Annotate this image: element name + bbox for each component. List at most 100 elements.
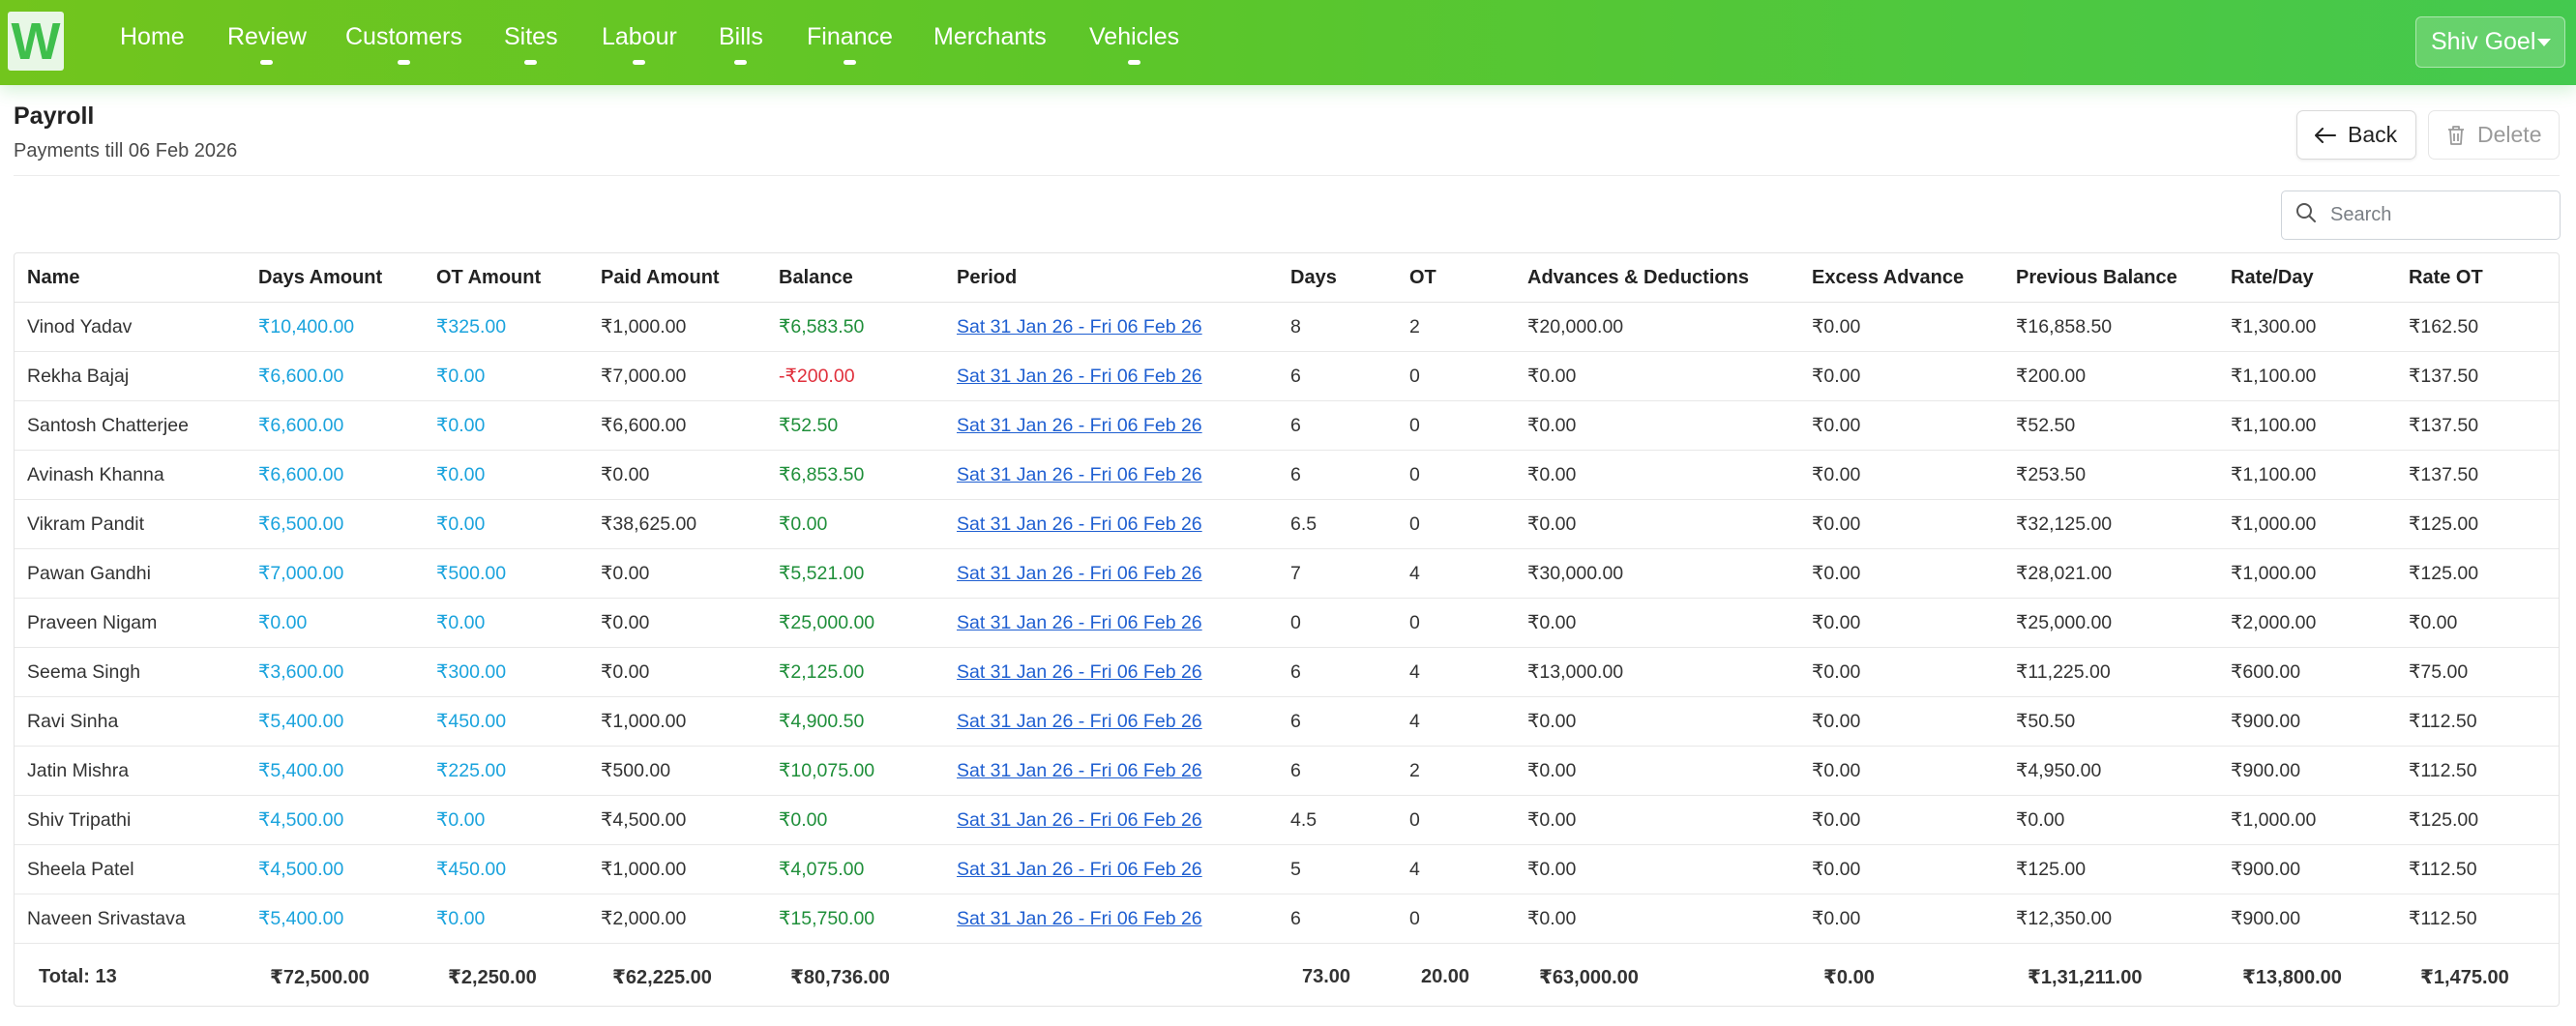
period-link[interactable]: Sat 31 Jan 26 - Fri 06 Feb 26 xyxy=(957,463,1202,485)
table-row[interactable]: Vikram Pandit ₹6,500.00 ₹0.00 ₹38,625.00 ₹0.… xyxy=(15,499,2559,549)
cell-ot-amount: ₹0.00 xyxy=(424,598,588,648)
cell-days-amount: ₹4,500.00 xyxy=(246,795,424,845)
period-link[interactable]: Sat 31 Jan 26 - Fri 06 Feb 26 xyxy=(957,710,1202,732)
column-header[interactable]: Days xyxy=(1278,253,1397,303)
cell-excess-advance: ₹0.00 xyxy=(1799,894,2003,944)
cell-previous-balance: ₹253.50 xyxy=(2003,450,2218,500)
table-row[interactable]: Pawan Gandhi ₹7,000.00 ₹500.00 ₹0.00 ₹5,521.… xyxy=(15,548,2559,599)
table-row[interactable]: Praveen Nigam ₹0.00 ₹0.00 ₹0.00 ₹25,000.00 Sa… xyxy=(15,598,2559,648)
table-row[interactable]: Avinash Khanna ₹6,600.00 ₹0.00 ₹0.00 ₹6,853.… xyxy=(15,450,2559,500)
cell-balance: ₹52.50 xyxy=(766,400,944,451)
page-subtitle: Payments till 06 Feb 2026 xyxy=(14,140,238,161)
back-button-label: Back xyxy=(2348,122,2398,147)
column-header[interactable]: Rate/Day xyxy=(2218,253,2396,303)
period-link[interactable]: Sat 31 Jan 26 - Fri 06 Feb 26 xyxy=(957,907,1202,929)
nav-item-merchants[interactable]: Merchants xyxy=(933,0,1047,85)
period-link[interactable]: Sat 31 Jan 26 - Fri 06 Feb 26 xyxy=(957,808,1202,831)
table-row[interactable]: Seema Singh ₹3,600.00 ₹300.00 ₹0.00 ₹2,125.0… xyxy=(15,647,2559,697)
cell-ot: 0 xyxy=(1397,795,1515,845)
cell-days-amount: ₹5,400.00 xyxy=(246,696,424,747)
column-header[interactable]: Previous Balance xyxy=(2003,253,2218,303)
cell-advances-deductions: ₹0.00 xyxy=(1515,351,1799,401)
cell-name: Vinod Yadav xyxy=(15,302,246,352)
total-excess-advance: ₹0.00 xyxy=(1823,966,1875,988)
nav-item-bills[interactable]: Bills xyxy=(719,0,763,85)
period-link[interactable]: Sat 31 Jan 26 - Fri 06 Feb 26 xyxy=(957,858,1202,880)
cell-advances-deductions: ₹0.00 xyxy=(1515,844,1799,894)
cell-paid-amount: ₹1,000.00 xyxy=(588,696,766,747)
total-days-amount: ₹72,500.00 xyxy=(270,966,370,988)
nav-item-sites[interactable]: Sites xyxy=(504,0,558,85)
table-row[interactable]: Jatin Mishra ₹5,400.00 ₹225.00 ₹500.00 ₹10,0… xyxy=(15,746,2559,796)
column-header[interactable]: Rate OT xyxy=(2396,253,2559,303)
nav-item-finance[interactable]: Finance xyxy=(807,0,893,85)
caret-down-icon xyxy=(2537,39,2551,46)
column-header[interactable]: Paid Amount xyxy=(588,253,766,303)
cell-previous-balance: ₹12,350.00 xyxy=(2003,894,2218,944)
column-header[interactable]: Balance xyxy=(766,253,944,303)
cell-balance: ₹4,900.50 xyxy=(766,696,944,747)
cell-name: Avinash Khanna xyxy=(15,450,246,500)
table-row[interactable]: Ravi Sinha ₹5,400.00 ₹450.00 ₹1,000.00 ₹4,90… xyxy=(15,696,2559,747)
column-header[interactable]: Excess Advance xyxy=(1799,253,2003,303)
cell-excess-advance: ₹0.00 xyxy=(1799,696,2003,747)
column-header[interactable]: Days Amount xyxy=(246,253,424,303)
cell-paid-amount: ₹38,625.00 xyxy=(588,499,766,549)
cell-advances-deductions: ₹30,000.00 xyxy=(1515,548,1799,599)
cell-paid-amount: ₹0.00 xyxy=(588,598,766,648)
cell-excess-advance: ₹0.00 xyxy=(1799,795,2003,845)
column-header[interactable]: Advances & Deductions xyxy=(1515,253,1799,303)
search-icon xyxy=(2295,202,2317,228)
cell-advances-deductions: ₹20,000.00 xyxy=(1515,302,1799,352)
cell-days-amount: ₹0.00 xyxy=(246,598,424,648)
cell-days: 6 xyxy=(1278,696,1397,747)
cell-balance: ₹10,075.00 xyxy=(766,746,944,796)
period-link[interactable]: Sat 31 Jan 26 - Fri 06 Feb 26 xyxy=(957,414,1202,436)
cell-rate-ot: ₹112.50 xyxy=(2396,894,2559,944)
column-header[interactable]: Period xyxy=(944,253,1278,303)
cell-days: 5 xyxy=(1278,844,1397,894)
cell-days-amount: ₹6,600.00 xyxy=(246,450,424,500)
delete-button[interactable]: Delete xyxy=(2428,110,2560,160)
column-header[interactable]: Name xyxy=(15,253,246,303)
cell-previous-balance: ₹16,858.50 xyxy=(2003,302,2218,352)
table-row[interactable]: Naveen Srivastava ₹5,400.00 ₹0.00 ₹2,000.00… xyxy=(15,894,2559,944)
cell-period: Sat 31 Jan 26 - Fri 06 Feb 26 xyxy=(944,400,1278,451)
period-link[interactable]: Sat 31 Jan 26 - Fri 06 Feb 26 xyxy=(957,365,1202,387)
table-row[interactable]: Santosh Chatterjee ₹6,600.00 ₹0.00 ₹6,600.0… xyxy=(15,400,2559,451)
arrow-left-icon xyxy=(2315,127,2336,143)
period-link[interactable]: Sat 31 Jan 26 - Fri 06 Feb 26 xyxy=(957,611,1202,633)
nav-item-label: Merchants xyxy=(933,23,1047,50)
nav-item-labour[interactable]: Labour xyxy=(602,0,677,85)
nav-item-customers[interactable]: Customers xyxy=(345,0,462,85)
cell-days-amount: ₹6,600.00 xyxy=(246,400,424,451)
cell-rate-ot: ₹125.00 xyxy=(2396,548,2559,599)
column-header[interactable]: OT xyxy=(1397,253,1515,303)
back-button[interactable]: Back xyxy=(2296,110,2416,160)
period-link[interactable]: Sat 31 Jan 26 - Fri 06 Feb 26 xyxy=(957,660,1202,683)
cell-rate-day: ₹900.00 xyxy=(2218,844,2396,894)
nav-item-review[interactable]: Review xyxy=(227,0,307,85)
cell-ot: 4 xyxy=(1397,844,1515,894)
period-link[interactable]: Sat 31 Jan 26 - Fri 06 Feb 26 xyxy=(957,315,1202,337)
nav-item-vehicles[interactable]: Vehicles xyxy=(1089,0,1179,85)
search-input[interactable] xyxy=(2328,203,2545,227)
cell-name: Rekha Bajaj xyxy=(15,351,246,401)
user-menu-button[interactable]: Shiv Goel xyxy=(2415,16,2565,68)
table-row[interactable]: Vinod Yadav ₹10,400.00 ₹325.00 ₹1,000.00 ₹6,… xyxy=(15,302,2559,352)
cell-name: Praveen Nigam xyxy=(15,598,246,648)
cell-ot-amount: ₹225.00 xyxy=(424,746,588,796)
table-row[interactable]: Rekha Bajaj ₹6,600.00 ₹0.00 ₹7,000.00 -₹200.… xyxy=(15,351,2559,401)
nav-item-home[interactable]: Home xyxy=(120,0,185,85)
dropdown-indicator-icon xyxy=(397,60,410,65)
period-link[interactable]: Sat 31 Jan 26 - Fri 06 Feb 26 xyxy=(957,513,1202,535)
column-header[interactable]: OT Amount xyxy=(424,253,588,303)
cell-rate-day: ₹1,100.00 xyxy=(2218,351,2396,401)
app-logo[interactable]: W xyxy=(8,12,64,71)
period-link[interactable]: Sat 31 Jan 26 - Fri 06 Feb 26 xyxy=(957,562,1202,584)
total-ot: 20.00 xyxy=(1421,965,1470,987)
period-link[interactable]: Sat 31 Jan 26 - Fri 06 Feb 26 xyxy=(957,759,1202,781)
table-row[interactable]: Sheela Patel ₹4,500.00 ₹450.00 ₹1,000.00 ₹4,… xyxy=(15,844,2559,894)
cell-ot-amount: ₹0.00 xyxy=(424,351,588,401)
table-row[interactable]: Shiv Tripathi ₹4,500.00 ₹0.00 ₹4,500.00 ₹0.0… xyxy=(15,795,2559,845)
